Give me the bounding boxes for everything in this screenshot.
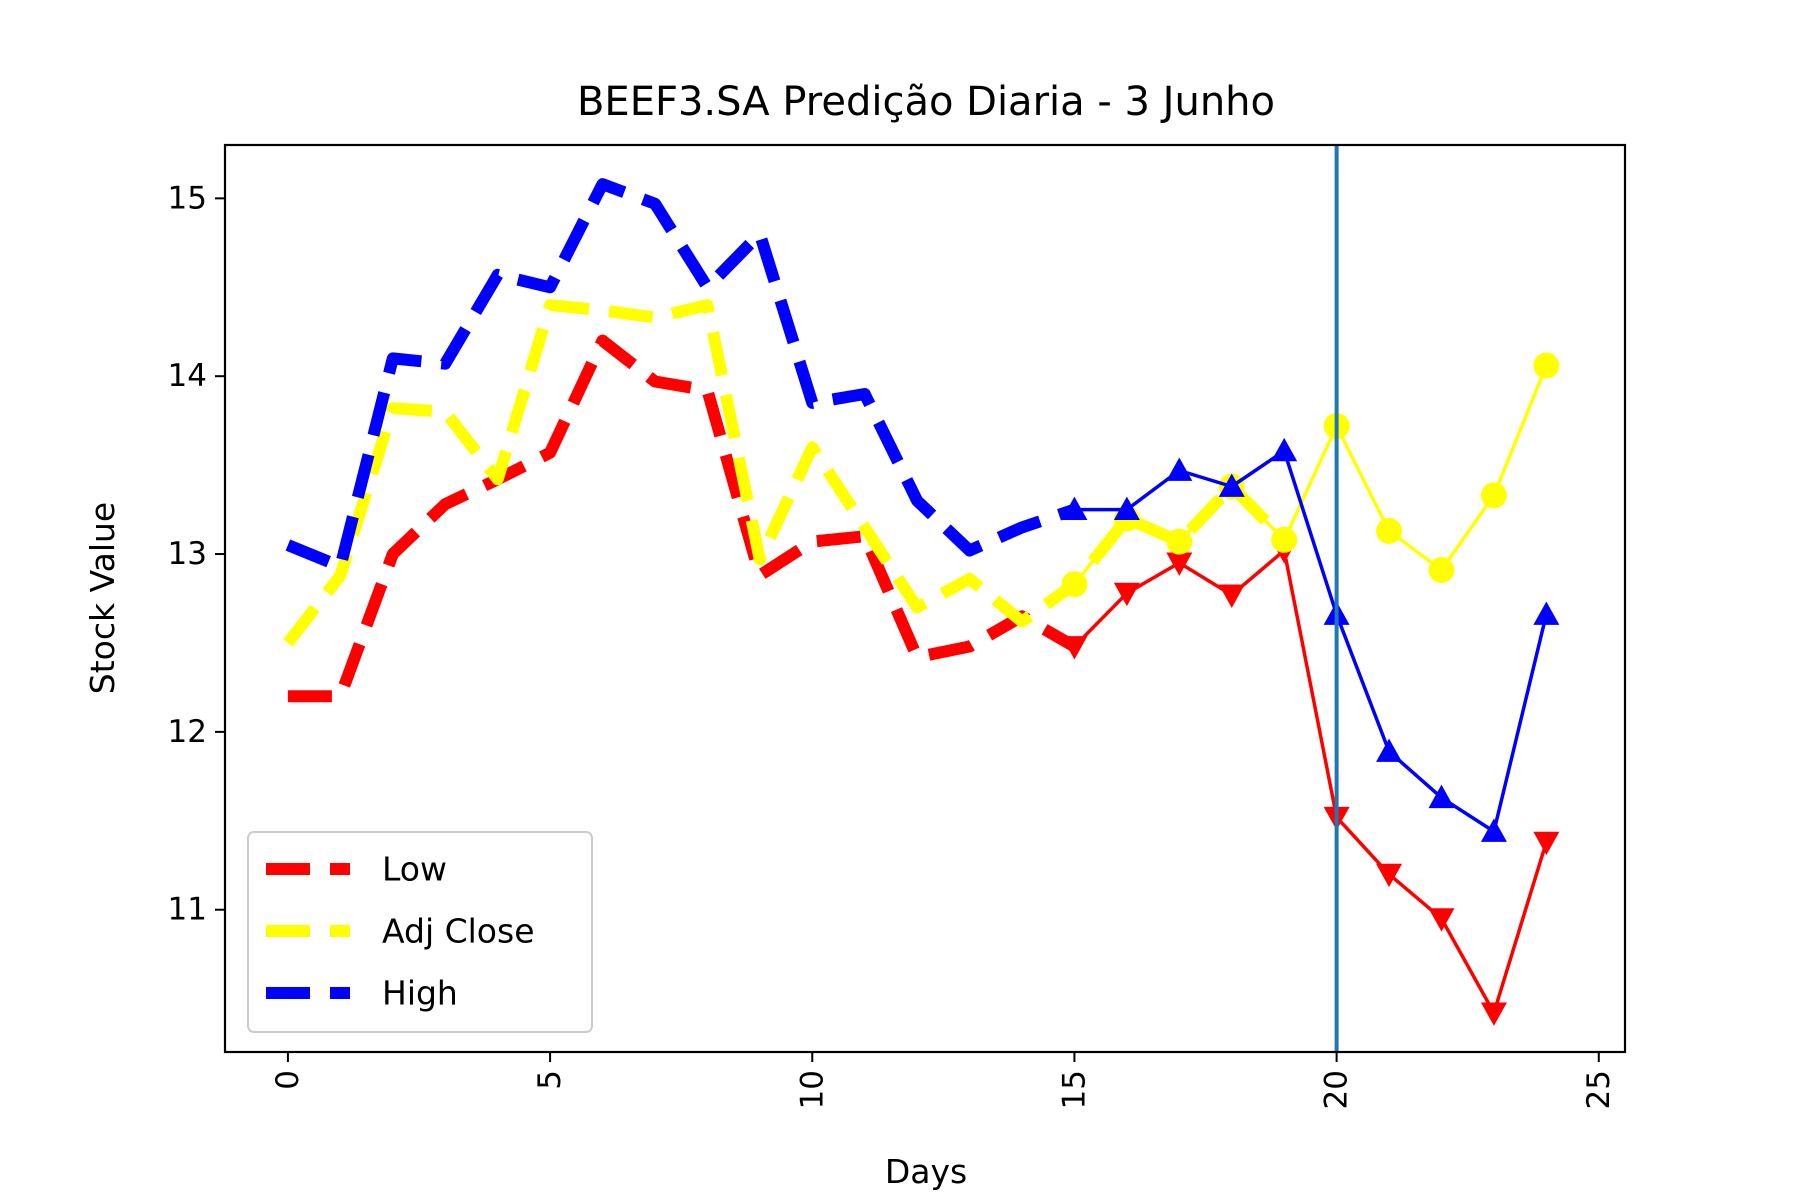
x-tick-label: 10	[794, 1070, 830, 1109]
chart-title: BEEF3.SA Predição Diaria - 3 Junho	[577, 79, 1275, 125]
series-adj-close-point	[1533, 353, 1559, 379]
series-adj-close-point	[1166, 529, 1192, 555]
y-tick-label: 15	[168, 180, 207, 216]
y-tick-label: 12	[168, 714, 207, 750]
legend-label-adj-close: Adj Close	[382, 912, 535, 951]
series-adj-close-point	[1376, 518, 1402, 544]
x-tick-label: 25	[1581, 1070, 1617, 1109]
x-tick-label: 20	[1319, 1070, 1355, 1109]
x-tick-label: 15	[1056, 1070, 1092, 1109]
y-tick-label: 14	[168, 358, 207, 394]
x-tick-label: 0	[270, 1070, 306, 1090]
y-axis-label: Stock Value	[83, 502, 122, 694]
series-adj-close-point	[1271, 527, 1297, 553]
y-tick-label: 13	[168, 536, 207, 572]
series-adj-close-point	[1481, 482, 1507, 508]
series-adj-close-point	[1061, 571, 1087, 597]
y-tick-label: 11	[168, 892, 207, 928]
x-axis-label: Days	[885, 1152, 967, 1191]
series-adj-close-point	[1428, 557, 1454, 583]
legend: Low Adj Close High	[248, 832, 592, 1032]
legend-label-high: High	[382, 974, 458, 1013]
legend-label-low: Low	[382, 850, 447, 889]
x-tick-label: 5	[532, 1070, 568, 1090]
